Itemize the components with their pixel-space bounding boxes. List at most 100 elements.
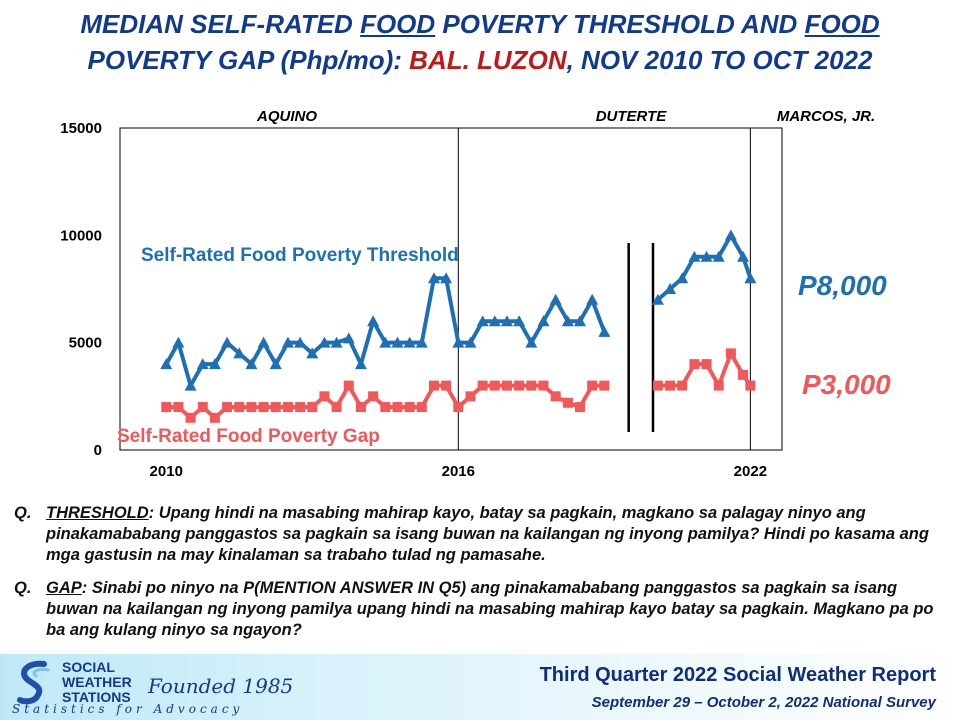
data-point (246, 402, 257, 413)
data-point (270, 402, 281, 413)
data-point (379, 336, 392, 348)
sws-swirl-logo-icon (17, 660, 50, 705)
title-part-4: , NOV 2010 TO OCT 2022 (566, 45, 873, 75)
title-part-1: MEDIAN SELF-RATED (80, 9, 353, 39)
data-point (453, 402, 464, 413)
data-point (172, 336, 185, 348)
data-point (477, 380, 488, 391)
data-point (665, 380, 676, 391)
end-value-label: P3,000 (802, 369, 891, 400)
data-point (427, 272, 440, 284)
era-label: AQUINO (256, 108, 317, 125)
data-point (392, 402, 403, 413)
data-point (689, 359, 700, 370)
data-point (269, 358, 282, 370)
chart-title: MEDIAN SELF-RATED FOOD POVERTY THRESHOLD… (0, 6, 960, 78)
title-part-2: POVERTY THRESHOLD AND (442, 9, 798, 39)
data-point (562, 397, 573, 408)
plot-frame (119, 127, 783, 451)
data-point (701, 359, 712, 370)
data-point (587, 380, 598, 391)
question-gap: Q. GAP: Sinabi po ninyo na P(MENTION ANS… (14, 578, 944, 641)
data-point (306, 347, 319, 359)
data-point (318, 336, 331, 348)
data-point (428, 380, 439, 391)
data-point (700, 250, 713, 262)
data-point (489, 380, 500, 391)
data-point (234, 402, 245, 413)
data-point (652, 380, 663, 391)
title-food-1: FOOD (360, 9, 436, 39)
data-point (416, 402, 427, 413)
data-point (514, 380, 525, 391)
data-point (295, 402, 306, 413)
data-point (488, 315, 501, 327)
data-point (738, 369, 749, 380)
data-point (724, 229, 737, 241)
data-point (380, 402, 391, 413)
data-point (184, 379, 197, 391)
data-point (550, 391, 561, 402)
data-point (561, 315, 574, 327)
data-point (282, 402, 293, 413)
y-tick-label: 15000 (60, 120, 102, 137)
data-point (725, 348, 736, 359)
data-point (221, 336, 234, 348)
data-point (368, 391, 379, 402)
data-point (476, 315, 489, 327)
data-point (343, 380, 354, 391)
survey-dates: September 29 – October 2, 2022 National … (591, 694, 936, 711)
data-point (513, 315, 526, 327)
question-label: Q. (14, 504, 32, 522)
data-point (245, 358, 258, 370)
data-point (367, 315, 380, 327)
data-point (404, 402, 415, 413)
data-point (391, 336, 404, 348)
data-point (586, 293, 599, 305)
data-point (257, 336, 270, 348)
question-text: : Sinabi po ninyo na P(MENTION ANSWER IN… (46, 579, 934, 639)
data-point (677, 380, 688, 391)
data-point (712, 250, 725, 262)
data-point (737, 250, 750, 262)
question-key: GAP (46, 579, 82, 597)
title-part-3: POVERTY GAP (Php/mo): (87, 45, 402, 75)
data-point (330, 336, 343, 348)
question-label: Q. (14, 579, 32, 597)
question-threshold: Q. THRESHOLD: Upang hindi na masabing ma… (14, 503, 944, 566)
data-point (319, 391, 330, 402)
question-key: THRESHOLD (46, 504, 149, 522)
data-point (651, 293, 664, 305)
data-point (526, 380, 537, 391)
data-point (598, 325, 611, 337)
title-region: BAL. LUZON (409, 45, 567, 75)
data-point (415, 336, 428, 348)
data-point (355, 402, 366, 413)
data-point (549, 293, 562, 305)
data-point (688, 250, 701, 262)
series-line-0 (164, 276, 607, 388)
data-point (173, 402, 184, 413)
org-line-1: SOCIAL (62, 659, 115, 675)
org-line-3: STATIONS (62, 689, 131, 705)
end-value-label: P8,000 (798, 270, 887, 301)
series-label: Self-Rated Food Poverty Threshold (141, 245, 459, 266)
x-tick-label: 2022 (734, 463, 767, 480)
data-point (538, 380, 549, 391)
data-point (464, 336, 477, 348)
data-point (599, 380, 610, 391)
data-point (574, 402, 585, 413)
data-point (354, 358, 367, 370)
data-point (342, 332, 355, 344)
data-point (197, 402, 208, 413)
footer-banner: SOCIAL WEATHER STATIONS Founded 1985 Sta… (0, 654, 960, 720)
title-food-2: FOOD (804, 9, 880, 39)
data-point (185, 412, 196, 423)
data-point (161, 402, 172, 413)
data-point (403, 336, 416, 348)
data-point (281, 336, 294, 348)
data-point (258, 402, 269, 413)
data-point (676, 272, 689, 284)
y-tick-label: 10000 (60, 227, 102, 244)
data-point (196, 358, 209, 370)
